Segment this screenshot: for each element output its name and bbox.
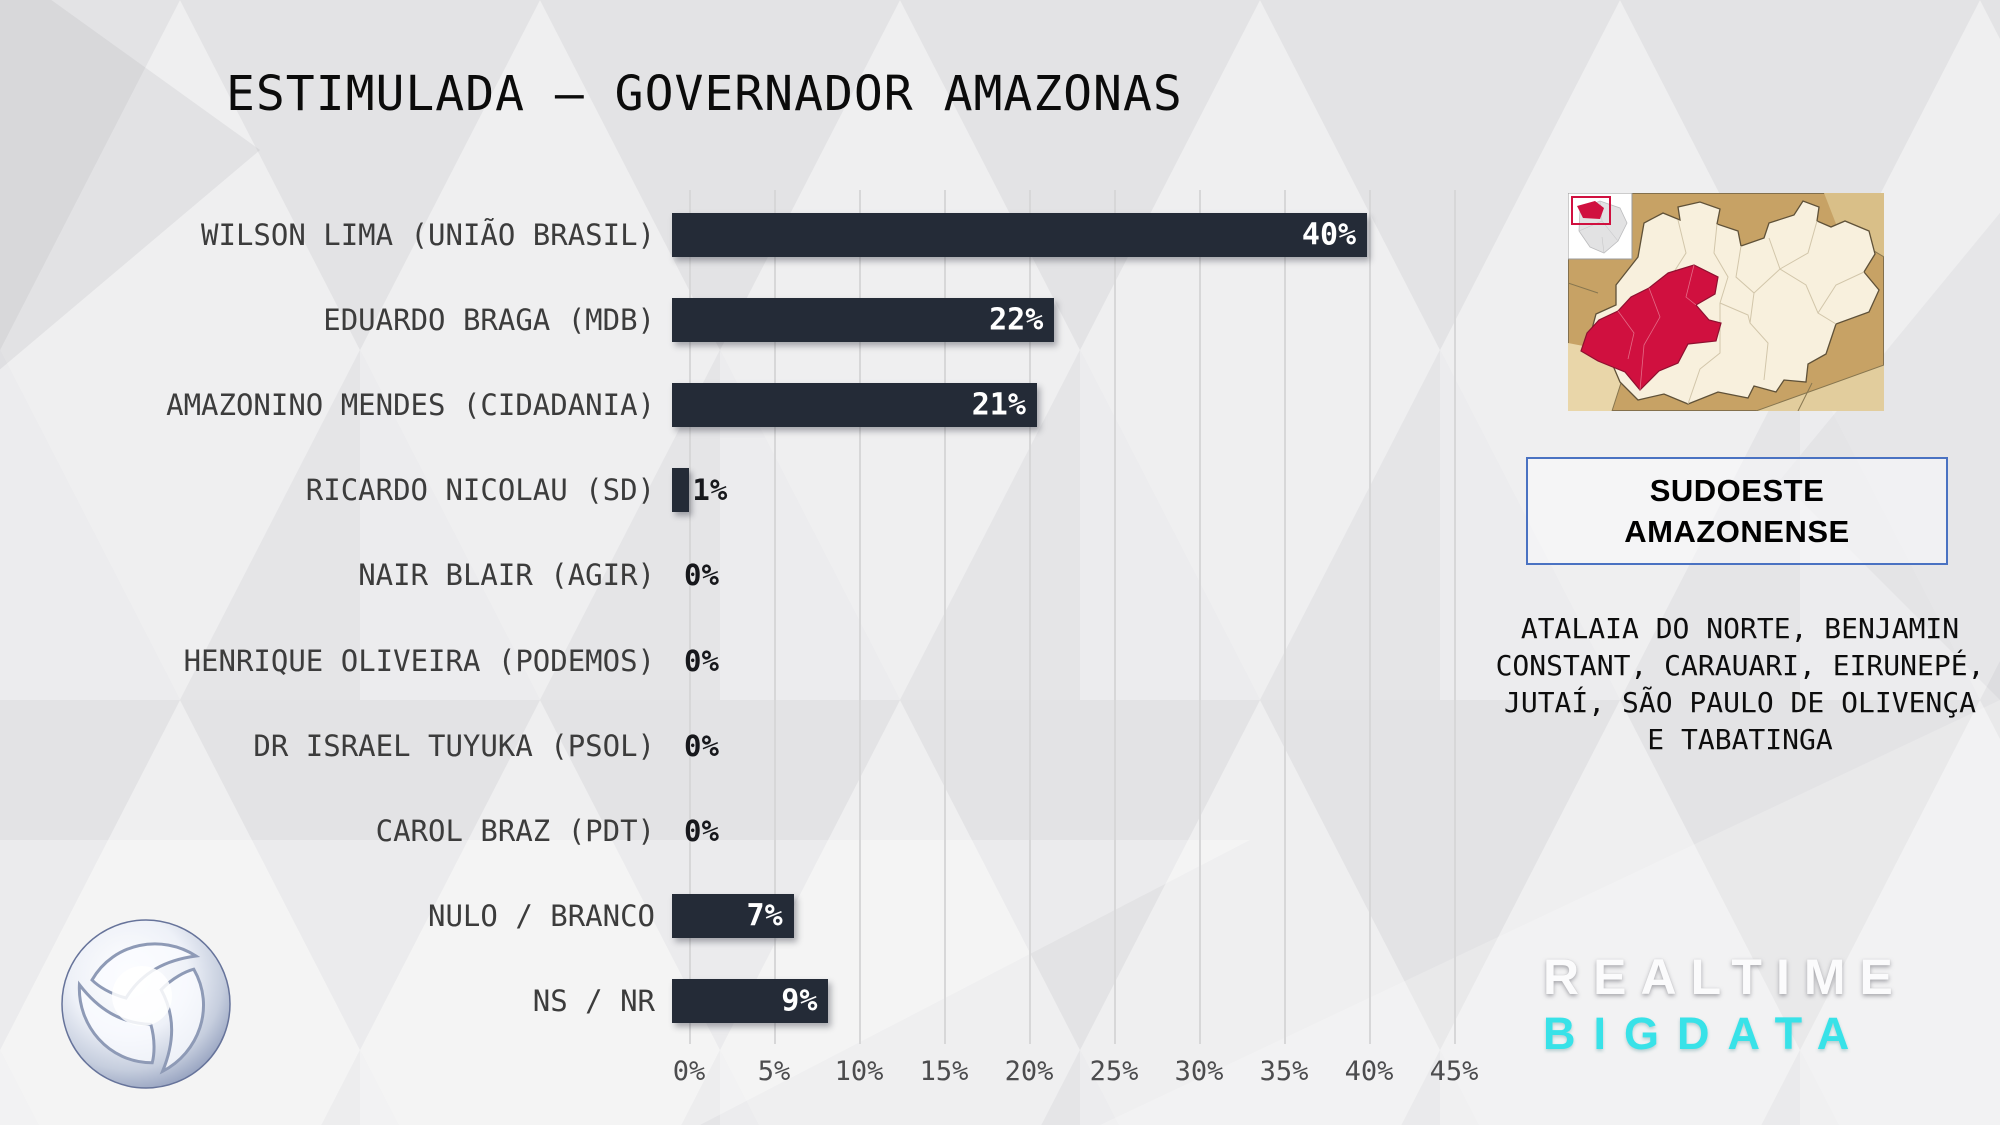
gridline: [859, 190, 861, 1044]
chart-gridlines: [689, 190, 1457, 1044]
bar: 22%: [672, 297, 1055, 342]
municipalities-line: E TABATINGA: [1647, 723, 1833, 756]
bar-track: 0%: [672, 639, 1454, 683]
x-tick-label: 35%: [1259, 1056, 1309, 1087]
bar-row: RICARDO NICOLAU (SD) 1%: [140, 448, 1454, 533]
bigdata-logo-text: BIGDATA: [1543, 1008, 1868, 1059]
bar-track: 40%: [672, 212, 1454, 257]
category-label: RICARDO NICOLAU (SD): [305, 473, 655, 508]
x-tick-label: 30%: [1174, 1056, 1224, 1087]
bar-track: 21%: [672, 383, 1454, 427]
x-tick-label: 5%: [757, 1056, 791, 1087]
x-tick-label: 40%: [1344, 1056, 1394, 1087]
bar-row: NAIR BLAIR (AGIR) 0%: [140, 533, 1454, 618]
category-label: DR ISRAEL TUYUKA (PSOL): [253, 728, 655, 763]
category-label: AMAZONINO MENDES (CIDADANIA): [166, 388, 655, 422]
bar-value-label: 21%: [971, 387, 1026, 423]
bar-track: 0%: [672, 724, 1454, 768]
municipalities-line: ATALAIA DO NORTE, BENJAMIN: [1520, 612, 1960, 645]
bar-row: DR ISRAEL TUYUKA (PSOL) 0%: [140, 703, 1454, 788]
bar-value-label: 7%: [746, 898, 783, 934]
bar-row: CAROL BRAZ (PDT) 0%: [140, 788, 1454, 873]
gridline: [944, 190, 946, 1044]
chart-title: ESTIMULADA — GOVERNADOR AMAZONAS: [226, 66, 1183, 122]
category-label: NAIR BLAIR (AGIR): [358, 558, 655, 593]
x-tick-label: 25%: [1089, 1056, 1139, 1087]
bar: 7%: [672, 894, 794, 939]
municipalities-list: ATALAIA DO NORTE, BENJAMIN CONSTANT, CAR…: [1478, 610, 2000, 758]
bar: 40%: [672, 212, 1368, 257]
bar-row: WILSON LIMA (UNIÃO BRASIL) 40%: [140, 192, 1454, 277]
bar: [672, 468, 690, 513]
x-tick-label: 45%: [1429, 1056, 1479, 1087]
bar-track: 0%: [672, 809, 1454, 853]
region-name-line1: SUDOESTE: [1649, 473, 1825, 508]
x-axis: 0% 5% 10% 15% 20% 25% 30% 35% 40% 45%: [673, 1056, 1479, 1092]
x-tick-label: 15%: [919, 1056, 969, 1087]
bar-row: NS / NR 9%: [140, 959, 1454, 1044]
category-label: NULO / BRANCO: [428, 899, 655, 934]
gridline: [1369, 190, 1371, 1044]
gridline: [1029, 190, 1031, 1044]
bar-value-label: 0%: [684, 643, 719, 678]
bar-row: HENRIQUE OLIVEIRA (PODEMOS) 0%: [140, 618, 1454, 703]
gridline: [1454, 190, 1456, 1044]
category-label: EDUARDO BRAGA (MDB): [323, 302, 655, 337]
gridline: [774, 190, 776, 1044]
category-label: CAROL BRAZ (PDT): [375, 814, 655, 849]
municipalities-line: JUTAÍ, SÃO PAULO DE OLIVENÇA: [1503, 686, 1976, 719]
record-tv-logo: [58, 916, 234, 1096]
bar-track: 7%: [672, 894, 1454, 939]
x-tick-label: 0%: [672, 1056, 706, 1087]
bar-track: 0%: [672, 553, 1454, 597]
gridline: [1199, 190, 1201, 1044]
bar-value-label: 22%: [989, 302, 1044, 338]
bar-track: 1%: [672, 468, 1454, 513]
bar-track: 22%: [672, 297, 1454, 342]
bar: 21%: [672, 383, 1037, 427]
bar-value-label: 0%: [684, 558, 719, 593]
bar-chart: WILSON LIMA (UNIÃO BRASIL) 40% EDUARDO BRA…: [140, 192, 1454, 1044]
gridline: [689, 190, 691, 1044]
bar-row: EDUARDO BRAGA (MDB) 22%: [140, 277, 1454, 362]
bar-track: 9%: [672, 979, 1454, 1024]
bar-value-label: 1%: [692, 473, 728, 508]
record-tv-sphere-icon: [61, 919, 231, 1089]
bar-value-label: 0%: [684, 728, 719, 763]
bar-value-label: 40%: [1301, 217, 1357, 253]
category-label: WILSON LIMA (UNIÃO BRASIL): [201, 217, 655, 252]
amazonas-map-graphic: [1567, 192, 1885, 412]
bar: 9%: [672, 979, 829, 1024]
category-label: HENRIQUE OLIVEIRA (PODEMOS): [183, 643, 655, 678]
category-label: NS / NR: [532, 984, 655, 1019]
realtime-logo-text: REALTIME: [1543, 949, 1907, 1005]
region-name-box: SUDOESTE AMAZONENSE: [1526, 457, 1948, 565]
x-tick-label: 10%: [834, 1056, 884, 1087]
gridline: [1284, 190, 1286, 1044]
region-map: [1567, 192, 1885, 415]
region-name-line2: AMAZONENSE: [1624, 514, 1850, 549]
bar-row: AMAZONINO MENDES (CIDADANIA) 21%: [140, 362, 1454, 447]
bar-row: NULO / BRANCO 7%: [140, 874, 1454, 959]
bar-value-label: 9%: [781, 983, 818, 1019]
municipalities-line: CONSTANT, CARAUARI, EIRUNEPÉ,: [1495, 649, 1985, 682]
bar-value-label: 0%: [684, 814, 719, 849]
x-tick-label: 20%: [1004, 1056, 1054, 1087]
gridline: [1114, 190, 1116, 1044]
